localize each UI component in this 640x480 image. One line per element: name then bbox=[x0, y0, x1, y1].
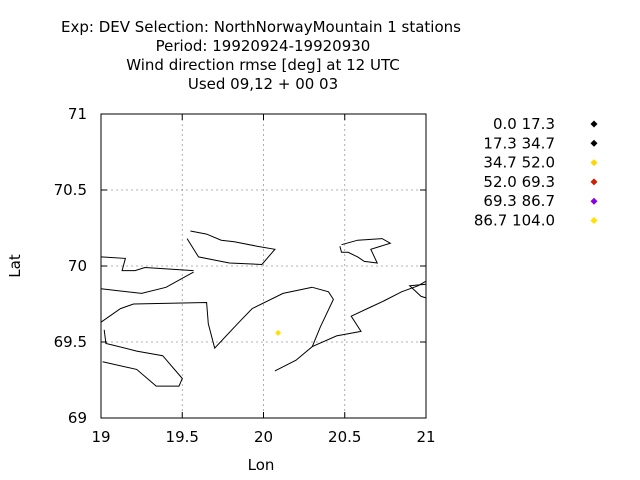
legend-marker bbox=[590, 139, 598, 147]
coastline bbox=[311, 286, 334, 347]
y-tick-label: 70 bbox=[68, 257, 87, 275]
x-tick-label: 19.5 bbox=[166, 428, 199, 446]
y-tick-label: 69 bbox=[68, 409, 87, 427]
title-line-1: Exp: DEV Selection: NorthNorwayMountain … bbox=[61, 18, 461, 36]
legend-marker bbox=[590, 197, 598, 205]
x-tick-label: 21 bbox=[416, 428, 435, 446]
legend-marker bbox=[590, 217, 598, 224]
legend-marker bbox=[590, 178, 598, 186]
title-line-2: Period: 19920924-19920930 bbox=[156, 37, 371, 55]
map-title: Exp: DEV Selection: NorthNorwayMountain … bbox=[61, 18, 461, 93]
station-point bbox=[275, 329, 282, 336]
coastline bbox=[100, 271, 194, 294]
y-tick-label: 71 bbox=[68, 105, 87, 123]
coastline bbox=[100, 256, 194, 272]
station-points bbox=[275, 329, 282, 336]
legend-label: 34.7 52.0 bbox=[483, 154, 555, 172]
x-tick-label: 20 bbox=[254, 428, 273, 446]
y-tick-label: 70.5 bbox=[54, 181, 87, 199]
coastline bbox=[102, 329, 183, 387]
title-line-4: Used 09,12 + 00 03 bbox=[188, 75, 338, 93]
legend-marker bbox=[590, 120, 598, 128]
legend-label: 69.3 86.7 bbox=[483, 192, 555, 210]
legend-marker bbox=[590, 159, 598, 167]
x-axis-ticks: 19 19.5 20 20.5 21 bbox=[91, 114, 436, 446]
title-line-3: Wind direction rmse [deg] at 12 UTC bbox=[126, 56, 399, 74]
coastline bbox=[408, 283, 427, 299]
grid-lines bbox=[101, 114, 426, 418]
legend-label: 86.7 104.0 bbox=[474, 212, 555, 230]
coastline bbox=[274, 280, 427, 372]
coastline-layer bbox=[100, 230, 427, 387]
y-tick-label: 69.5 bbox=[54, 333, 87, 351]
x-tick-label: 20.5 bbox=[328, 428, 361, 446]
legend-label: 52.0 69.3 bbox=[483, 173, 555, 191]
x-axis-label: Lon bbox=[248, 456, 275, 474]
coastline bbox=[100, 286, 313, 350]
coastline bbox=[186, 230, 276, 266]
legend: 0.0 17.317.3 34.7 34.7 52.052.0 69.369.3 … bbox=[474, 115, 598, 230]
x-tick-label: 19 bbox=[91, 428, 110, 446]
coastline bbox=[339, 238, 392, 264]
legend-label: 17.3 34.7 bbox=[483, 134, 555, 152]
y-axis-ticks: 69 69.5 70 70.5 71 bbox=[54, 105, 426, 427]
legend-label: 0.0 17.3 bbox=[493, 115, 555, 133]
y-axis-label: Lat bbox=[6, 254, 24, 278]
